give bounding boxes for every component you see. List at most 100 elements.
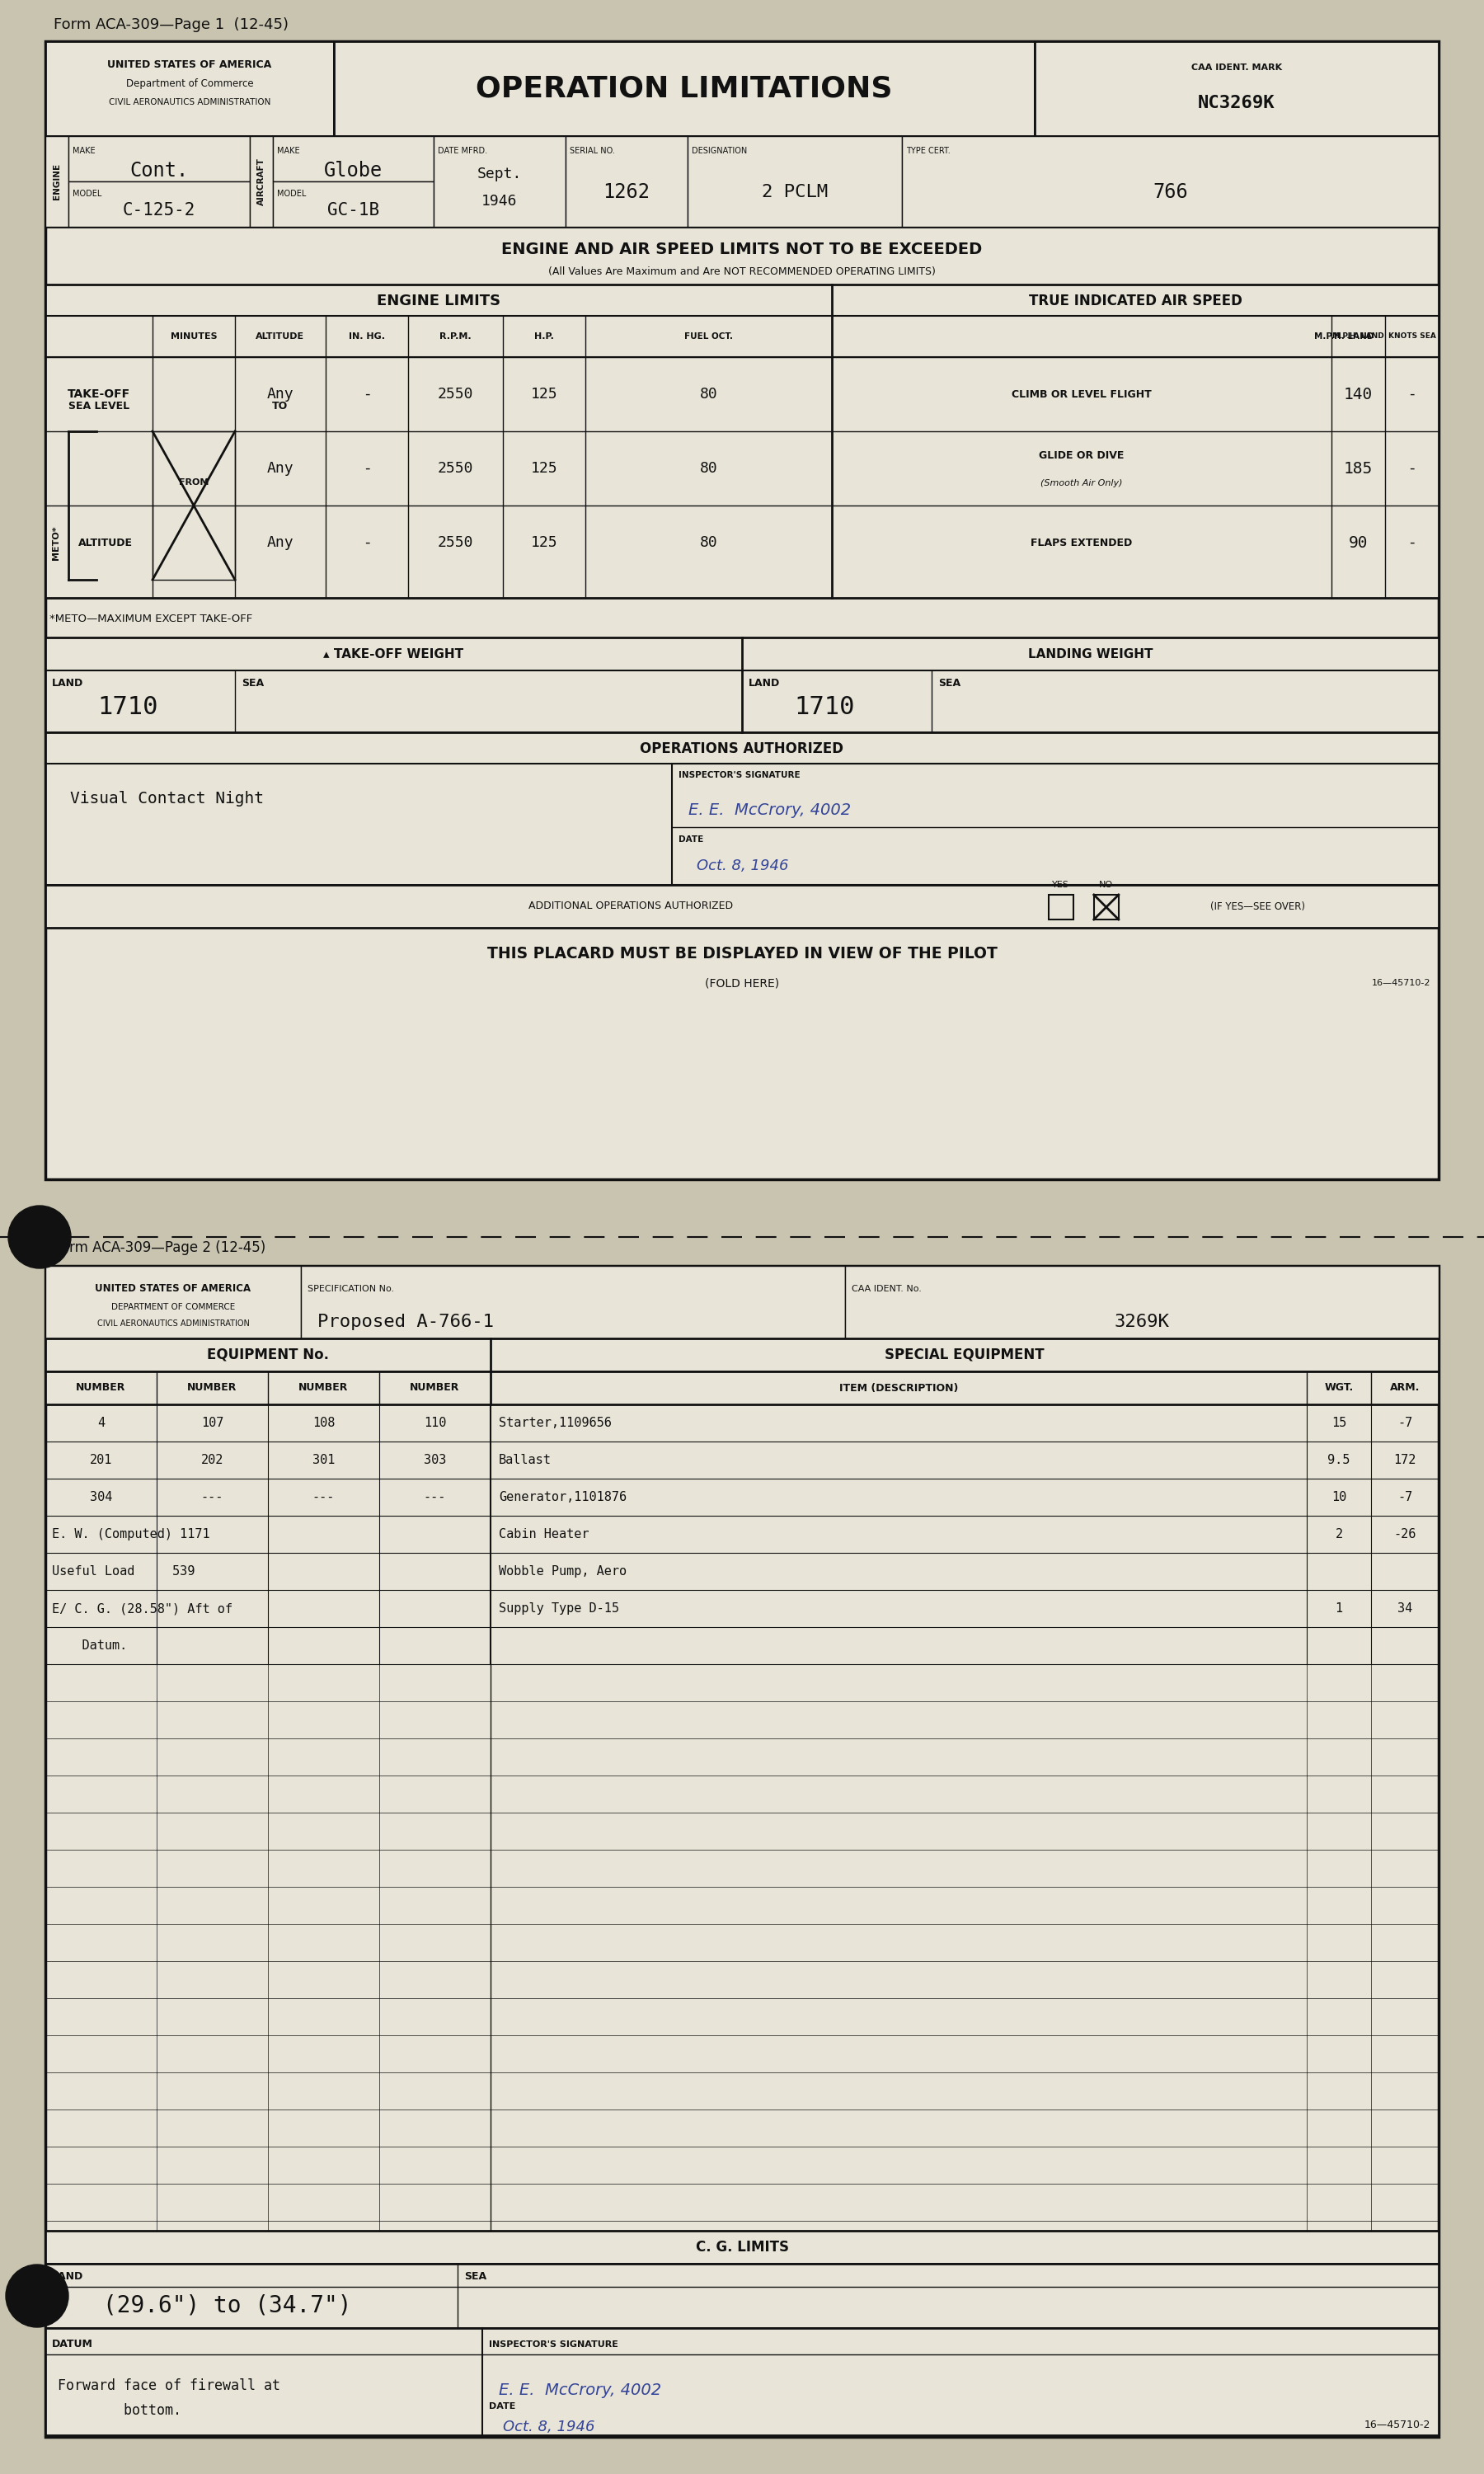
Bar [46, 136, 68, 228]
Text: NUMBER: NUMBER [187, 1383, 237, 1393]
Text: Datum.: Datum. [52, 1640, 128, 1653]
Text: NUMBER: NUMBER [76, 1383, 126, 1393]
Text: -: - [364, 460, 370, 475]
Text: 34: 34 [1398, 1603, 1413, 1616]
Text: TYPE CERT.: TYPE CERT. [907, 146, 950, 156]
Text: Any: Any [267, 386, 294, 401]
Text: 1710: 1710 [98, 695, 159, 720]
Text: 766: 766 [1153, 183, 1187, 203]
Text: METO*: METO* [52, 524, 61, 559]
Text: 1710: 1710 [794, 695, 855, 720]
Bar [46, 1267, 301, 1338]
Bar [565, 136, 687, 228]
Text: OPERATIONS AUTHORIZED: OPERATIONS AUTHORIZED [640, 742, 844, 757]
Text: EQUIPMENT No.: EQUIPMENT No. [206, 1348, 329, 1363]
Text: 2 PCLM: 2 PCLM [761, 183, 828, 200]
Text: 107: 107 [200, 1418, 224, 1430]
Text: Proposed A-766-1: Proposed A-766-1 [318, 1314, 494, 1331]
Text: (FOLD HERE): (FOLD HERE) [705, 977, 779, 990]
Bar [334, 42, 1034, 136]
Text: 90: 90 [1349, 534, 1368, 552]
Text: CAA IDENT. MARK: CAA IDENT. MARK [1192, 64, 1282, 72]
Text: Any: Any [267, 534, 294, 549]
Text: ▴ TAKE-OFF WEIGHT: ▴ TAKE-OFF WEIGHT [324, 648, 464, 661]
Text: ---: --- [312, 1492, 335, 1504]
Text: -: - [1410, 386, 1414, 401]
Text: SEA: SEA [242, 678, 264, 688]
Text: DESIGNATION: DESIGNATION [692, 146, 746, 156]
Text: IN. HG.: IN. HG. [349, 332, 384, 341]
Bar [46, 2328, 1438, 2434]
Text: E/ C. G. (28.58") Aft of: E/ C. G. (28.58") Aft of [52, 1603, 233, 1616]
Text: 108: 108 [312, 1418, 335, 1430]
Text: ADDITIONAL OPERATIONS AUTHORIZED: ADDITIONAL OPERATIONS AUTHORIZED [528, 901, 733, 913]
Text: AIRCRAFT: AIRCRAFT [257, 158, 266, 205]
Text: FUEL OCT.: FUEL OCT. [684, 332, 733, 341]
Text: 80: 80 [699, 386, 718, 401]
Text: (All Values Are Maximum and Are NOT RECOMMENDED OPERATING LIMITS): (All Values Are Maximum and Are NOT RECO… [548, 267, 936, 277]
Text: UNITED STATES OF AMERICA: UNITED STATES OF AMERICA [95, 1284, 251, 1294]
Text: Cabin Heater: Cabin Heater [499, 1529, 589, 1541]
Text: MAKE: MAKE [73, 146, 95, 156]
Text: -: - [364, 534, 370, 549]
Text: SEA: SEA [938, 678, 960, 688]
Text: LANDING WEIGHT: LANDING WEIGHT [1028, 648, 1153, 661]
Text: LAND: LAND [52, 678, 83, 688]
Bar [672, 764, 1438, 886]
Text: 2: 2 [1336, 1529, 1343, 1541]
Text: ENGINE: ENGINE [53, 163, 61, 200]
Text: MAKE: MAKE [278, 146, 300, 156]
Text: -26: -26 [1393, 1529, 1416, 1541]
Text: 2550: 2550 [438, 534, 473, 549]
Bar [46, 1371, 1438, 1405]
Bar [433, 136, 565, 228]
Text: Starter,1109656: Starter,1109656 [499, 1418, 611, 1430]
Bar [46, 1338, 1438, 1371]
Text: KNOTS SEA: KNOTS SEA [1388, 334, 1435, 341]
Text: INSPECTOR'S SIGNATURE: INSPECTOR'S SIGNATURE [678, 772, 800, 779]
Text: ALTITUDE: ALTITUDE [79, 537, 132, 549]
Text: 125: 125 [531, 460, 558, 475]
Bar [46, 2264, 1438, 2328]
Text: 110: 110 [423, 1418, 447, 1430]
Text: ---: --- [423, 1492, 447, 1504]
Text: 185: 185 [1343, 460, 1373, 475]
Bar [46, 886, 1438, 928]
Text: NUMBER: NUMBER [298, 1383, 349, 1393]
Text: TAKE-OFF: TAKE-OFF [68, 388, 131, 401]
Text: DATUM: DATUM [52, 2340, 93, 2350]
Text: -: - [1410, 534, 1414, 549]
Text: *METO—MAXIMUM EXCEPT TAKE-OFF: *METO—MAXIMUM EXCEPT TAKE-OFF [49, 614, 252, 623]
Text: ALTITUDE: ALTITUDE [255, 332, 304, 341]
Bar [46, 1267, 1438, 2437]
Text: -7: -7 [1398, 1418, 1413, 1430]
Text: C. G. LIMITS: C. G. LIMITS [696, 2239, 788, 2254]
Text: 10: 10 [1331, 1492, 1346, 1504]
Text: Supply Type D-15: Supply Type D-15 [499, 1603, 619, 1616]
Text: FROM: FROM [178, 477, 209, 487]
Bar [68, 136, 249, 181]
Text: ARM.: ARM. [1391, 1383, 1420, 1393]
Text: 16—45710-2: 16—45710-2 [1364, 2420, 1431, 2429]
Text: Generator,1101876: Generator,1101876 [499, 1492, 626, 1504]
Text: YES: YES [1052, 881, 1070, 888]
Bar [46, 1267, 1438, 1338]
Text: UNITED STATES OF AMERICA: UNITED STATES OF AMERICA [107, 59, 272, 69]
Text: DATE: DATE [678, 836, 703, 844]
Text: ENGINE LIMITS: ENGINE LIMITS [377, 294, 500, 309]
Text: H.P.: H.P. [534, 332, 554, 341]
Bar [46, 732, 1438, 886]
Text: Cont.: Cont. [129, 161, 188, 181]
Text: MODEL: MODEL [278, 190, 306, 198]
Bar [844, 1267, 1438, 1338]
Text: Ballast: Ballast [499, 1455, 552, 1467]
Text: -: - [1410, 460, 1414, 475]
Text: CLIMB OR LEVEL FLIGHT: CLIMB OR LEVEL FLIGHT [1012, 388, 1152, 398]
Text: SERIAL NO.: SERIAL NO. [570, 146, 614, 156]
Text: WGT.: WGT. [1324, 1383, 1353, 1393]
Text: Useful Load     539: Useful Load 539 [52, 1566, 194, 1578]
Text: SEA LEVEL: SEA LEVEL [68, 401, 129, 411]
Circle shape [9, 1205, 71, 1269]
Text: (29.6") to (34.7"): (29.6") to (34.7") [102, 2293, 352, 2318]
Text: THIS PLACARD MUST BE DISPLAYED IN VIEW OF THE PILOT: THIS PLACARD MUST BE DISPLAYED IN VIEW O… [487, 948, 997, 962]
